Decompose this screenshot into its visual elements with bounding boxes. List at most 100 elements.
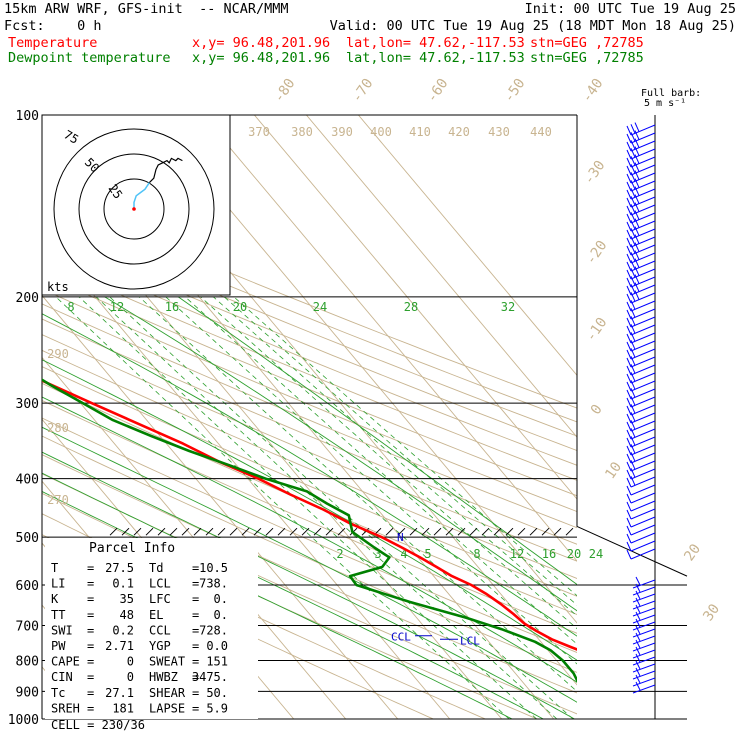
wind-barb [630,188,656,200]
parcel-eq: = [192,655,199,669]
wind-barb [630,356,656,368]
wind-barb-feather [630,292,636,302]
wind-barb-feather [630,332,636,342]
dry-adiabat [42,246,577,466]
parcel-info-background [45,538,258,719]
freezing-hatch [301,527,310,536]
pressure-tick-label: 500 [16,531,39,546]
freezing-hatch [265,527,274,536]
wind-barb [630,268,656,280]
dewpoint-xy: x,y= 96.48,201.96 [192,50,331,66]
model-title: 15km ARW WRF, GFS-init -- NCAR/MMM [4,1,289,17]
wind-barb [630,276,656,288]
parcel-eq: = [192,577,199,591]
wind-barb [632,579,656,589]
dry-adiabat [42,303,577,529]
wind-barb [632,607,656,617]
wind-barb [630,220,656,232]
parcel-param-name: CAPE [51,655,80,669]
wind-barb [630,228,656,240]
wind-barb [630,212,656,224]
moist-adiabat [177,296,577,585]
mixing-ratio-label: 20 [567,547,581,561]
parcel-param-name: T [51,561,58,575]
mixing-ratio-label: 16 [165,300,179,314]
freezing-hatch [385,527,394,536]
freezing-hatch [481,527,490,536]
temperature-tick-label: -10 [583,315,611,345]
wind-barb-feather [634,258,640,268]
pressure-tick-label: 100 [16,109,39,124]
wind-barb [630,412,656,424]
temperature-tick-label: -70 [349,76,377,106]
wind-barb-feather [626,525,632,536]
wind-barb [630,444,656,456]
wind-barb [630,476,656,488]
wind-barb-feather [630,156,636,166]
isotherm [254,115,577,500]
wind-barb-feather [630,452,636,462]
pressure-tick-label: 700 [16,619,39,634]
wind-barb-feather [626,205,632,216]
mixing-ratio-label: 20 [233,300,247,314]
temperature-tick-label: 40 [0,0,8,4]
hodograph-ring [103,178,165,240]
wind-barb-feather [630,468,636,478]
wind-barb [630,388,656,400]
theta-label: 390 [331,125,353,139]
wind-barb [630,252,656,264]
mixing-ratio-label: 32 [501,300,515,314]
wind-barb-feather [630,300,636,310]
wind-barb-feather [635,618,641,628]
wind-barb-feather [630,460,636,470]
hodograph-ring [53,128,215,290]
wind-barb-feather [626,229,632,240]
wind-barb-feather [634,290,640,300]
freezing-hatch [241,527,250,536]
wind-barb-feather [630,356,636,366]
wind-barb-feather [634,194,640,204]
wind-barb-feather [630,140,636,150]
pressure-tick-label: 200 [16,291,39,306]
temperature-tick-label: -60 [424,76,452,106]
parcel-param-name: YGP [149,639,171,653]
mixing-ratio-label: 12 [510,547,524,561]
parcel-eq: = [192,670,199,684]
wind-barb-feather [626,437,632,448]
theta-side-label: 280 [47,421,69,435]
hodograph-origin [132,207,136,211]
theta-label: 370 [248,125,270,139]
wind-barb-feather [634,226,640,236]
wind-barb [630,468,656,480]
wind-barb-feather [634,130,640,140]
wind-barb [630,420,656,432]
dry-adiabat [42,454,577,694]
parcel-param-name: K [51,592,59,606]
wind-barb-feather [626,213,632,224]
wind-barb-feather [626,301,632,312]
wind-barb-feather [635,576,641,586]
barb-legend-unit: 5 m s⁻¹ [644,98,686,109]
parcel-param-value: 738. [199,577,228,591]
parcel-info-title: Parcel Info [89,541,175,556]
wind-barb-feather [626,317,632,328]
mixing-ratio-label: 24 [313,300,327,314]
wind-barb [632,656,656,666]
wind-barb-feather [630,220,636,230]
wind-barb-feather [626,509,632,520]
dry-adiabat [42,382,577,615]
wind-barb-feather [635,625,641,635]
mixing-ratio-label: 12 [110,300,124,314]
wind-barb-feather [635,681,641,691]
parcel-param-value: 2.71 [105,639,134,653]
dewpoint-latlon: lat,lon= 47.62,-117.53 [346,50,525,66]
wind-barb [630,260,656,272]
forecast-hour: Fcst: 0 h [4,18,102,34]
wind-barb-feather [626,501,632,512]
dry-adiabat [42,288,577,513]
wind-barb-feather [626,181,632,192]
parcel-param-value: 0.1 [112,577,134,591]
wind-barb [630,428,656,440]
freezing-hatch [157,527,166,536]
wind-barb-feather [634,122,640,132]
